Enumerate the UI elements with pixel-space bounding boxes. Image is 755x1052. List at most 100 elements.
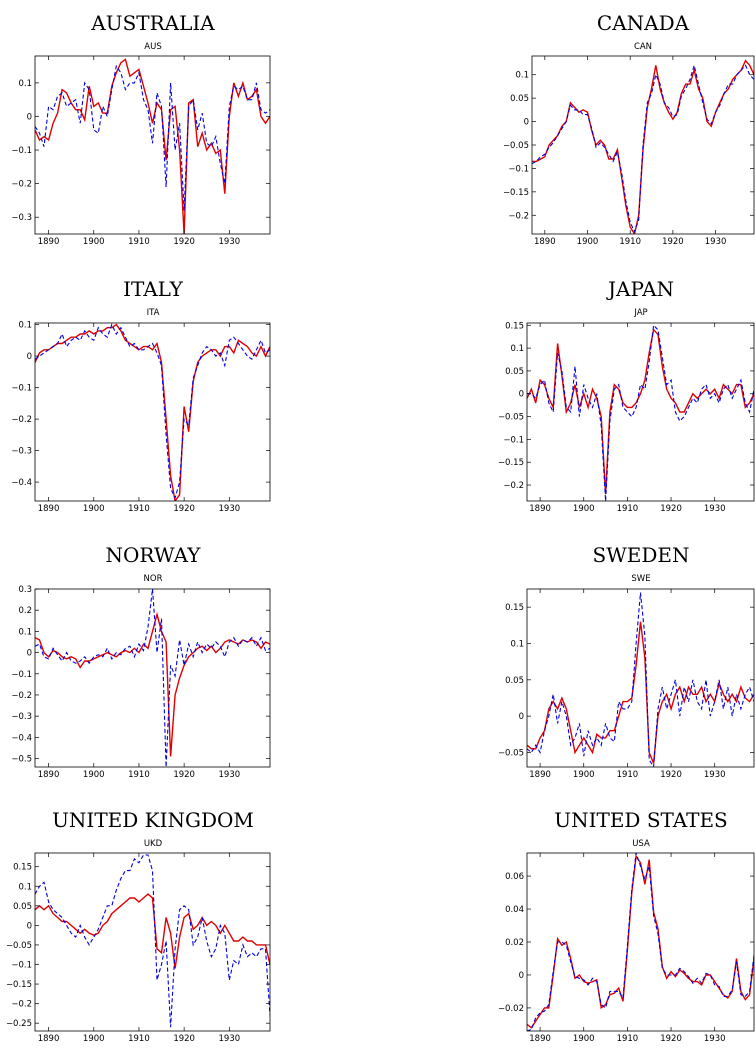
y-tick-label: −0.05	[498, 748, 524, 758]
axes-frame	[34, 322, 271, 502]
panel-australia: AUSTRALIA AUS 1890 1900 1910 1920 1930 −0.3 −0.2…	[11, 11, 271, 247]
y-tick-label: 0.1	[18, 882, 32, 892]
x-tick-label: 1920	[173, 1034, 195, 1044]
y-tick-label: 0.1	[18, 627, 32, 637]
y-tick-label: −0.1	[11, 960, 32, 970]
y-tick-label: −0.05	[498, 413, 524, 423]
y-tick-label: −0.3	[11, 447, 32, 457]
series-dashed-line	[35, 64, 270, 211]
panel-united-kingdom: UNITED KINGDOM UKD 1890 1900 1910 1920 1930 −0.…	[6, 808, 271, 1044]
y-tick-label: −0.15	[503, 188, 529, 198]
y-tick-label: −0.5	[11, 755, 32, 765]
x-tick-label: 1900	[577, 237, 599, 247]
panel-japan: JAPAN JAP 1890 1900 1910 1920 1930 −0.2 −0.15 −0.…	[498, 277, 755, 514]
panel-code: USA	[632, 839, 650, 849]
x-tick-label: 1890	[529, 504, 551, 514]
y-tick-label: −0.1	[503, 435, 524, 445]
x-tick-label: 1930	[704, 1034, 726, 1044]
y-tick-label: 0	[27, 112, 32, 122]
x-tick-label: 1930	[219, 237, 241, 247]
y-tick-label: 0	[519, 712, 524, 722]
y-tick-label: 0	[519, 390, 524, 400]
y-tick-label: −0.1	[508, 164, 529, 174]
y-tick-label: 0	[524, 118, 529, 128]
x-tick-label: 1900	[573, 770, 595, 780]
panel-title: CANADA	[597, 11, 690, 35]
x-tick-label: 1930	[219, 504, 241, 514]
x-tick-label: 1920	[173, 237, 195, 247]
x-tick-label: 1900	[573, 1034, 595, 1044]
panel-sweden: SWEDEN SWE 1890 1900 1910 1920 1930 −0.05 0 0.05 0…	[498, 543, 755, 780]
panel-code: AUS	[144, 42, 161, 52]
y-tick-label: 0.06	[505, 872, 524, 882]
panel-code: CAN	[634, 42, 652, 52]
x-tick-label: 1910	[617, 770, 639, 780]
x-tick-label: 1900	[573, 504, 595, 514]
x-tick-label: 1890	[534, 237, 556, 247]
axes-frame	[34, 55, 271, 235]
panel-title: SWEDEN	[593, 543, 690, 567]
y-tick-label: 0	[27, 352, 32, 362]
y-tick-label: 0.1	[515, 71, 529, 81]
x-tick-label: 1930	[219, 1034, 241, 1044]
y-tick-label: −0.2	[11, 415, 32, 425]
y-tick-label: −0.3	[11, 213, 32, 223]
x-tick-label: 1900	[83, 770, 105, 780]
panel-title: NORWAY	[106, 543, 202, 567]
x-tick-label: 1910	[617, 1034, 639, 1044]
x-tick-label: 1910	[128, 1034, 150, 1044]
panel-italy: ITALY ITA 1890 1900 1910 1920 1930 −0.4 −0.3 −0.2…	[11, 277, 271, 514]
series-solid-line	[527, 854, 754, 1029]
y-tick-label: −0.4	[11, 733, 32, 743]
x-tick-label: 1920	[173, 770, 195, 780]
y-tick-label: 0.2	[18, 606, 32, 616]
x-tick-label: 1910	[128, 237, 150, 247]
axes-frame	[34, 588, 271, 768]
panel-norway: NORWAY NOR 1890 1900 1910 1920 1930 −0.5 −0.4 −0.…	[11, 543, 271, 780]
y-tick-label: 0.1	[18, 321, 32, 331]
panel-code: NOR	[144, 574, 163, 584]
panel-canada: CANADA CAN 1890 1900 1910 1920 1930 −0.2 −0.15 −0…	[503, 11, 755, 247]
y-tick-label: −0.15	[498, 458, 524, 468]
panel-title: UNITED KINGDOM	[52, 808, 254, 832]
x-tick-label: 1900	[83, 1034, 105, 1044]
series-solid-line	[35, 893, 270, 969]
series-solid-line	[35, 58, 270, 234]
panel-code: ITA	[147, 308, 160, 318]
x-tick-label: 1890	[38, 504, 60, 514]
y-tick-label: 0.15	[505, 603, 524, 613]
series-solid-line	[527, 621, 754, 764]
x-tick-label: 1920	[173, 504, 195, 514]
x-tick-label: 1930	[704, 770, 726, 780]
x-tick-label: 1890	[38, 770, 60, 780]
y-tick-label: 0.05	[505, 367, 524, 377]
panel-united-states: UNITED STATES USA 1890 1900 1910 1920 1930 −0.0…	[498, 808, 755, 1044]
y-tick-label: −0.2	[11, 691, 32, 701]
x-tick-label: 1920	[660, 1034, 682, 1044]
y-tick-label: −0.05	[503, 141, 529, 151]
y-tick-label: −0.1	[11, 670, 32, 680]
x-tick-label: 1930	[705, 237, 727, 247]
x-tick-label: 1930	[704, 504, 726, 514]
axes-frame	[526, 852, 755, 1032]
series-dashed-line	[35, 323, 270, 500]
x-tick-label: 1920	[662, 237, 684, 247]
y-tick-label: 0	[27, 921, 32, 931]
y-tick-label: −0.1	[11, 384, 32, 394]
series-solid-line	[35, 611, 270, 757]
series-dashed-line	[532, 63, 754, 234]
y-tick-label: 0.15	[505, 321, 524, 331]
y-tick-label: 0.05	[510, 94, 529, 104]
x-tick-label: 1910	[617, 504, 639, 514]
panel-title: ITALY	[123, 277, 184, 301]
x-tick-label: 1910	[128, 770, 150, 780]
panel-code: UKD	[144, 839, 163, 849]
y-tick-label: 0.3	[18, 585, 32, 595]
series-dashed-line	[527, 324, 754, 501]
y-tick-label: −0.4	[11, 478, 32, 488]
x-tick-label: 1890	[38, 1034, 60, 1044]
series-solid-line	[35, 323, 270, 501]
x-tick-label: 1920	[660, 770, 682, 780]
x-tick-label: 1890	[38, 237, 60, 247]
